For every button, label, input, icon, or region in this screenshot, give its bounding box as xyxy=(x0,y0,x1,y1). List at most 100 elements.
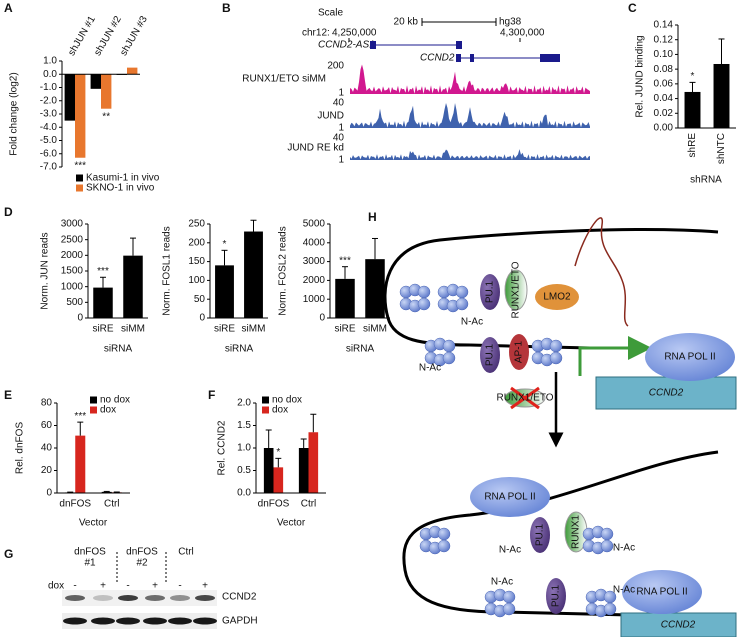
y-tick-label: 2000 xyxy=(61,250,84,261)
y-tick-label: 2.0 xyxy=(237,398,251,409)
bar xyxy=(684,91,701,128)
nucleosome xyxy=(442,339,456,353)
track-max: 40 xyxy=(333,133,345,144)
model-label: RUNX1/ETO xyxy=(511,261,522,318)
model-label: LMO2 xyxy=(543,292,571,303)
y-tick-label: 40 xyxy=(41,443,53,454)
pu1 xyxy=(480,337,500,373)
nucleosome xyxy=(502,590,516,604)
scale-label: Scale xyxy=(318,8,343,19)
band xyxy=(63,617,87,625)
band xyxy=(93,595,113,601)
band-label: CCND2 xyxy=(222,592,257,603)
model-label: RNA POL II xyxy=(664,352,715,363)
x-tick-label: dnFOS xyxy=(59,499,91,510)
tss-arrow xyxy=(578,336,652,376)
y-tick-label: 2500 xyxy=(61,234,84,245)
legend-swatch xyxy=(262,406,269,414)
bar xyxy=(75,74,86,158)
signal-track xyxy=(350,64,590,94)
annotation: * xyxy=(276,447,280,458)
model-label: CCND2 xyxy=(661,620,696,631)
y-tick-label: 80 xyxy=(41,398,53,409)
y-tick-label: 1.0 xyxy=(237,443,251,454)
nucleosome xyxy=(549,351,563,365)
nucleosome xyxy=(455,297,469,311)
band xyxy=(168,617,192,625)
model-label: N-Ac xyxy=(419,363,441,374)
bar xyxy=(263,448,274,493)
group-label: Ctrl xyxy=(178,547,194,558)
y-tick-label: -7.0 xyxy=(40,162,58,173)
y-tick-label: 3000 xyxy=(61,219,84,230)
y-tick-label: 4000 xyxy=(303,237,326,248)
y-tick-label: 0.02 xyxy=(654,108,674,119)
annotation: *** xyxy=(97,266,109,277)
nucleosome xyxy=(502,602,516,616)
y-axis-label: Norm. FOSL1 reads xyxy=(162,226,173,315)
model-label: PU.1 xyxy=(551,584,562,607)
panel-label: F xyxy=(208,388,215,402)
treatment-label: dox xyxy=(48,581,64,592)
band xyxy=(116,617,140,625)
bar xyxy=(713,63,730,128)
y-axis-label: Rel. dnFOS xyxy=(15,422,26,475)
runx1-eto xyxy=(504,269,528,311)
bar xyxy=(365,259,385,318)
track-min: 1 xyxy=(338,123,344,134)
x-axis-label: Vector xyxy=(79,518,108,529)
genome-browser: Scale 20 kb hg38 chr12: 4,250,000 4,300,… xyxy=(242,8,590,166)
gene-exon xyxy=(456,41,462,49)
band xyxy=(195,595,215,601)
y-tick-label: 0.5 xyxy=(237,465,251,476)
y-tick-label: 1000 xyxy=(61,281,84,292)
y-axis-label: Norm. FOSL2 reads xyxy=(278,226,289,315)
model-label: N-Ac xyxy=(499,545,521,556)
position-label: 4,300,000 xyxy=(500,28,545,39)
x-tick-label: siRE xyxy=(334,324,355,335)
model-label: RUNX1/ETO xyxy=(496,393,553,404)
panel-label: E xyxy=(4,388,12,402)
y-tick-label: 0 xyxy=(199,313,205,324)
group-label: #1 xyxy=(84,558,96,569)
track-max: 40 xyxy=(333,98,345,109)
panel-label: H xyxy=(368,210,377,224)
model-label: PU.1 xyxy=(485,343,496,366)
y-axis-label: Norm. JUN reads xyxy=(40,232,51,309)
bar xyxy=(123,255,143,318)
model-label: PU.1 xyxy=(535,523,546,546)
x-tick-label: Ctrl xyxy=(104,499,120,510)
y-tick-label: 0.12 xyxy=(654,34,674,45)
legend-label: no dox xyxy=(272,395,302,406)
gene-label: CCND2-AS1 xyxy=(318,40,375,51)
x-tick-label: dnFOS xyxy=(258,499,290,510)
rna-pol xyxy=(622,570,702,614)
track-label: JUND RE kd xyxy=(287,143,344,154)
y-tick-label: 3000 xyxy=(303,256,326,267)
y-tick-label: 0.00 xyxy=(654,123,674,134)
x-axis-label: Vector xyxy=(277,518,306,529)
y-tick-label: 1.5 xyxy=(237,420,251,431)
y-tick-label: -4.0 xyxy=(40,122,58,133)
lane-sign: + xyxy=(152,581,158,592)
legend-label: SKNO-1 in vivo xyxy=(86,183,155,194)
bar xyxy=(64,74,75,121)
signal-track xyxy=(350,149,590,160)
x-axis-label: siRNA xyxy=(225,344,254,355)
gene-box xyxy=(620,612,737,637)
model-label: RNA POL II xyxy=(484,492,535,503)
x-tick-label: siMM xyxy=(121,324,145,335)
legend-swatch xyxy=(90,406,97,414)
lmo2 xyxy=(535,284,579,310)
y-tick-label: -3.0 xyxy=(40,109,58,120)
gene-exon xyxy=(470,54,474,62)
annotation: * xyxy=(691,71,695,82)
y-tick-label: 50 xyxy=(194,294,206,305)
band xyxy=(145,595,165,601)
annotation: *** xyxy=(339,255,351,266)
y-tick-label: 150 xyxy=(188,256,205,267)
scale-bar-label: 20 kb xyxy=(394,17,419,28)
track-min: 1 xyxy=(338,155,344,166)
y-axis-label: Fold change (log2) xyxy=(9,72,20,155)
